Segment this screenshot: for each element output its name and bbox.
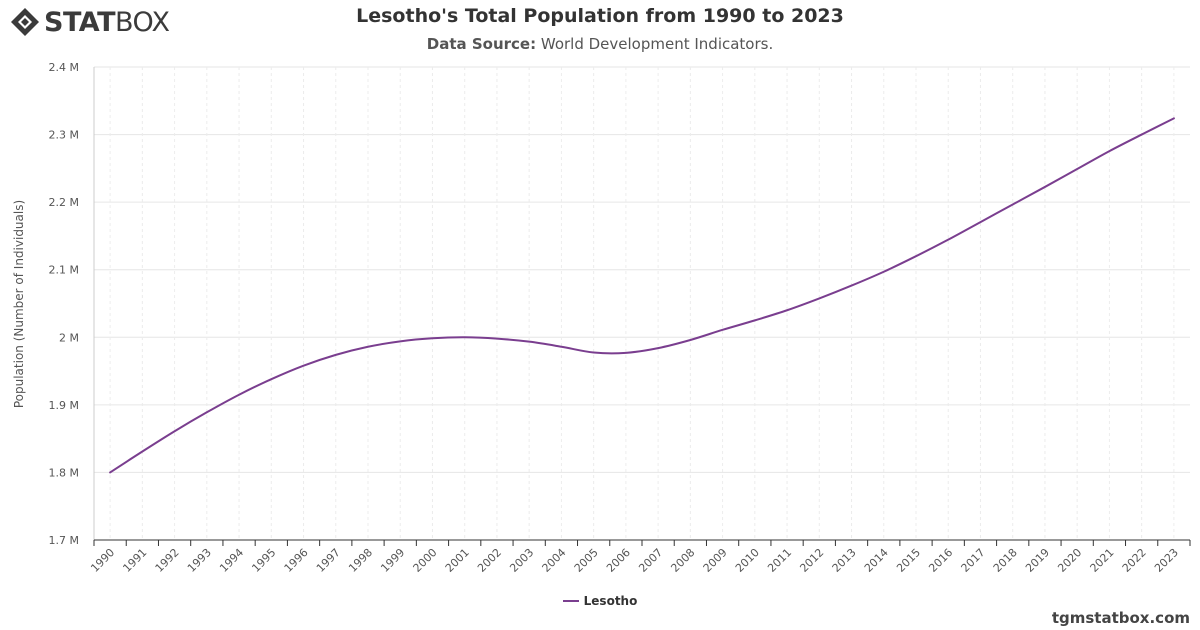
x-tick-label: 2009	[701, 546, 730, 575]
x-tick-label: 2013	[830, 546, 859, 575]
chart-subtitle: Data Source: World Development Indicator…	[0, 35, 1200, 53]
x-tick-label: 1992	[153, 546, 182, 575]
x-tick-label: 2012	[797, 546, 826, 575]
data-source-label: Data Source:	[426, 35, 537, 53]
x-tick-label: 2014	[862, 546, 891, 575]
y-tick-label: 2 M	[59, 331, 79, 344]
legend[interactable]: Lesotho	[0, 594, 1200, 608]
watermark: tgmstatbox.com	[1051, 609, 1190, 627]
x-tick-label: 2007	[636, 546, 665, 575]
axes: 1.7 M 1.8 M 1.9 M 2 M 2.1 M 2.2 M 2.3 M 2.4 M 19…	[49, 61, 1191, 575]
x-tick-label: 2011	[765, 546, 794, 575]
y-tick-label: 1.7 M	[49, 534, 79, 547]
series	[109, 117, 1175, 474]
x-tick-label: 2005	[572, 546, 601, 575]
x-tick-label: 2002	[475, 546, 504, 575]
statbox-logo: STATBOX	[10, 6, 170, 38]
x-tick-label: 2020	[1055, 546, 1084, 575]
x-tick-label: 2006	[604, 546, 633, 575]
y-tick-label: 2.3 M	[49, 129, 79, 142]
x-tick-label: 1993	[185, 546, 214, 575]
chart-title: Lesotho's Total Population from 1990 to …	[356, 5, 844, 27]
statbox-logo-icon	[11, 8, 39, 36]
y-tick-label: 2.4 M	[49, 61, 79, 74]
x-tick-label: 2017	[959, 546, 988, 575]
y-tick-label: 1.9 M	[49, 399, 79, 412]
series-line-lesotho	[109, 117, 1175, 474]
legend-swatch	[562, 600, 579, 602]
x-tick-label: 2010	[733, 546, 762, 575]
x-tick-label: 1999	[378, 546, 407, 575]
x-tick-label: 1995	[249, 546, 278, 575]
legend-label-lesotho: Lesotho	[583, 594, 638, 608]
x-tick-label: 2000	[411, 546, 440, 575]
x-tick-label: 2016	[926, 546, 955, 575]
data-source-value: World Development Indicators.	[536, 35, 774, 53]
y-tick-label: 2.1 M	[49, 264, 79, 277]
x-tick-label: 2023	[1152, 546, 1181, 575]
x-tick-label: 1997	[314, 546, 343, 575]
x-tick-label: 1990	[88, 546, 117, 575]
x-tick-label: 2003	[507, 546, 536, 575]
statbox-logo-text: STATBOX	[44, 6, 170, 38]
x-tick-label: 2015	[894, 546, 923, 575]
x-tick-label: 1991	[120, 546, 149, 575]
grid	[94, 66, 1190, 540]
x-tick-label: 2021	[1088, 546, 1117, 575]
x-tick-label: 2001	[443, 546, 472, 575]
x-tick-label: 1998	[346, 546, 375, 575]
x-tick-label: 1996	[282, 546, 311, 575]
x-tick-label: 1994	[217, 546, 246, 575]
x-tick-label: 2019	[1023, 546, 1052, 575]
y-tick-label: 1.8 M	[49, 466, 79, 479]
x-tick-label: 2004	[540, 546, 569, 575]
y-tick-label: 2.2 M	[49, 196, 79, 209]
x-tick-label: 2022	[1120, 546, 1149, 575]
y-axis-title: Population (Number of Individuals)	[12, 200, 26, 408]
x-tick-label: 2008	[668, 546, 697, 575]
x-tick-label: 2018	[991, 546, 1020, 575]
